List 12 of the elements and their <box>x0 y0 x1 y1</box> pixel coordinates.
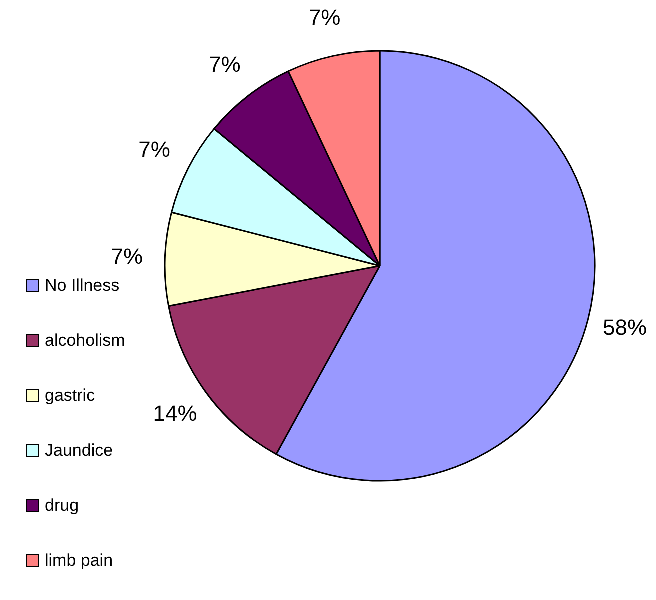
legend-label: gastric <box>45 386 96 406</box>
legend-label: No Illness <box>45 276 120 296</box>
data-label: 7% <box>138 137 170 162</box>
data-label: 7% <box>111 244 144 270</box>
legend-label: limb pain <box>45 550 114 570</box>
legend-label: drug <box>45 496 80 516</box>
data-label: 58% <box>603 314 648 340</box>
legend-label: alcoholism <box>45 330 126 350</box>
data-label: 14% <box>153 400 198 426</box>
data-label: 7% <box>308 5 341 30</box>
legend-label: Jaundice <box>45 440 114 460</box>
data-label: 7% <box>209 52 241 78</box>
